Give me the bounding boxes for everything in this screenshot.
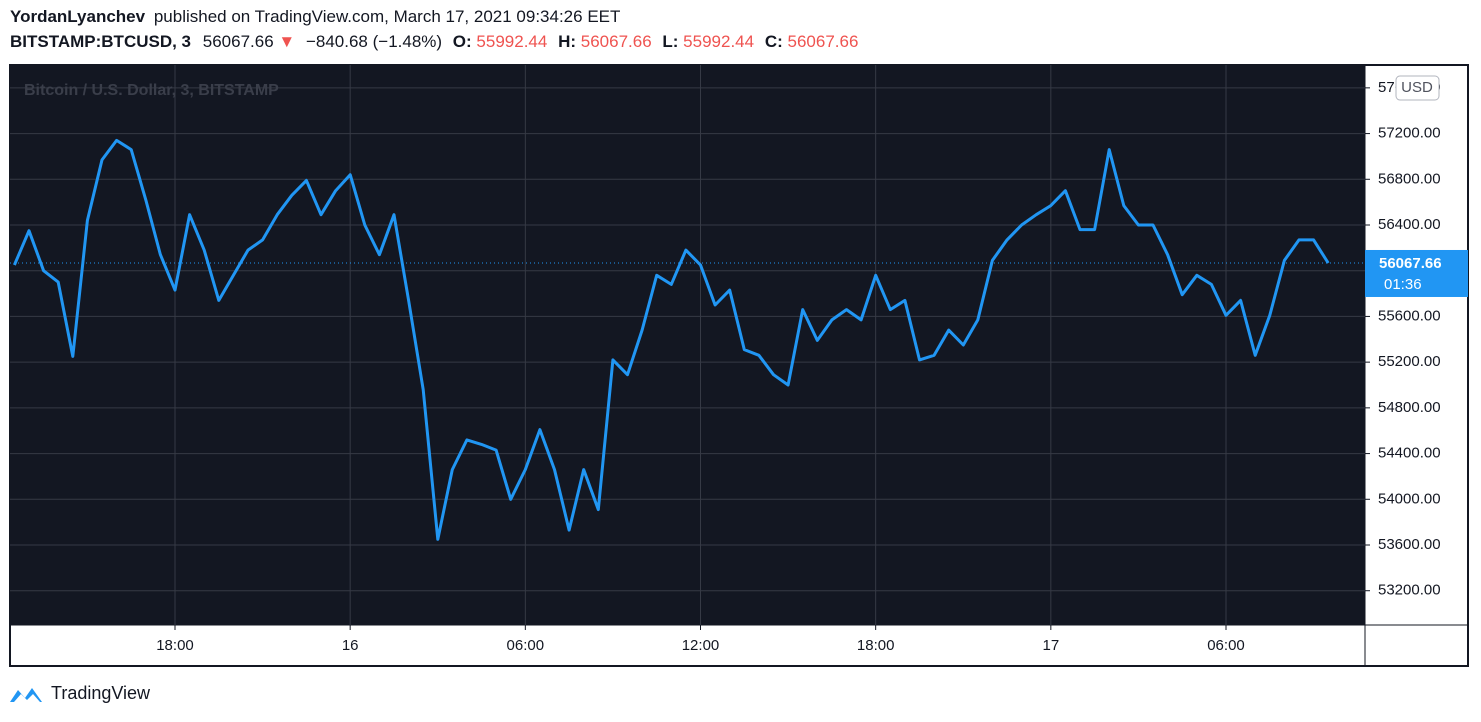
- header-line-1: YordanLyanchev published on TradingView.…: [10, 7, 620, 26]
- x-tick-label: 17: [1042, 637, 1059, 654]
- currency-box: [1395, 75, 1440, 101]
- high: 56067.66: [581, 32, 652, 51]
- symbol: BITSTAMP:BTCUSD, 3: [10, 32, 191, 51]
- marks: [10, 138, 1365, 541]
- currency: USD: [1401, 79, 1433, 96]
- published: published on TradingView.com, March 17, …: [154, 7, 621, 26]
- x-tick-label: 18:00: [857, 637, 895, 654]
- y-tick-label: 54400.00: [1378, 445, 1441, 462]
- low-label: L:: [662, 32, 678, 51]
- logo: TradingView: [10, 683, 151, 703]
- author: YordanLyanchev: [10, 7, 146, 26]
- header-line-2: BITSTAMP:BTCUSD, 3 56067.66 ▼ −840.68 (−…: [10, 32, 858, 51]
- close-label: C:: [765, 32, 783, 51]
- close: 56067.66: [788, 32, 859, 51]
- y-tick-label: 53600.00: [1378, 536, 1441, 553]
- y-tick-label: 54000.00: [1378, 490, 1441, 507]
- y-tick-label: 54800.00: [1378, 399, 1441, 416]
- y-tick-label: 56400.00: [1378, 216, 1441, 233]
- open: 55992.44: [476, 32, 547, 51]
- brand: TradingView: [51, 683, 151, 703]
- y-tick-label: 55200.00: [1378, 353, 1441, 370]
- x-tick-label: 18:00: [156, 637, 194, 654]
- direction: ▼: [278, 32, 295, 51]
- x-tick-label: 06:00: [1207, 637, 1245, 654]
- axes: 53200.00 53600.00 54000.00 54400.00 54800.00…: [156, 75, 1468, 654]
- last-price-label: 56067.66: [1379, 255, 1442, 272]
- y-tick-label: 53200.00: [1378, 582, 1441, 599]
- open-label: O:: [453, 32, 472, 51]
- y-tick-label: 55600.00: [1378, 307, 1441, 324]
- low: 55992.44: [683, 32, 754, 51]
- x-tick-label: 16: [342, 637, 359, 654]
- y-tick-label: 57200.00: [1378, 125, 1441, 142]
- x-tick-label: 06:00: [507, 637, 545, 654]
- countdown: 01:36: [1384, 276, 1422, 293]
- logo-icon-inner: [14, 694, 40, 702]
- last-price-box: [1365, 249, 1468, 297]
- y-tick-label: 56800.00: [1378, 170, 1441, 187]
- price-line: [13, 138, 1330, 541]
- high-label: H:: [558, 32, 576, 51]
- last-price: 56067.66: [203, 32, 274, 51]
- x-tick-label: 12:00: [682, 637, 720, 654]
- plot-area: [10, 65, 1365, 625]
- watermark: Bitcoin / U.S. Dollar, 3, BITSTAMP: [24, 82, 279, 99]
- change: −840.68 (−1.48%): [306, 32, 442, 51]
